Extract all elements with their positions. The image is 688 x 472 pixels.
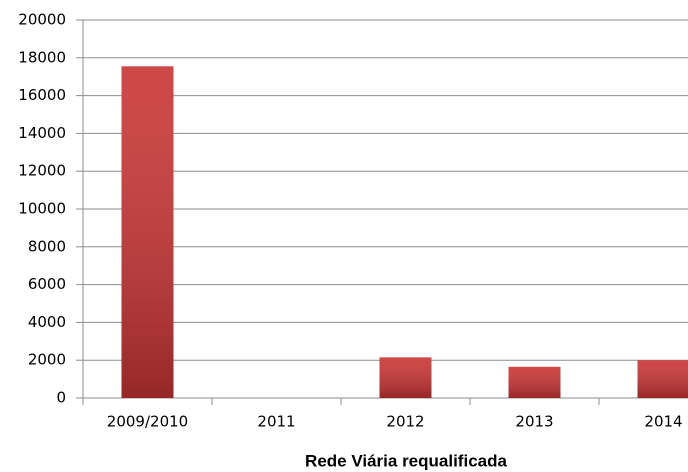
- x-tick-label: 2011: [257, 413, 295, 431]
- y-tick-label: 20000: [18, 11, 66, 29]
- y-tick-label: 2000: [28, 351, 66, 369]
- y-tick-label: 14000: [18, 124, 66, 142]
- bar-shade: [379, 357, 432, 398]
- y-tick-label: 8000: [28, 237, 66, 255]
- bar-shade: [508, 366, 561, 398]
- bar-shade: [121, 66, 174, 399]
- y-tick-label: 0: [56, 389, 66, 407]
- x-tick-label: 2013: [515, 413, 553, 431]
- y-tick-label: 6000: [28, 275, 66, 293]
- y-tick-label: 18000: [18, 48, 66, 66]
- y-tick-label: 16000: [18, 86, 66, 104]
- x-tick-label: 2014: [644, 413, 682, 431]
- x-tick-label: 2009/2010: [107, 413, 188, 431]
- chart-title: Rede Viária requalificada: [305, 451, 507, 470]
- y-tick-label: 10000: [18, 200, 66, 218]
- y-tick-label: 4000: [28, 313, 66, 331]
- bar-shade: [637, 360, 688, 398]
- y-tick-label: 12000: [18, 162, 66, 180]
- x-tick-label: 2012: [386, 413, 424, 431]
